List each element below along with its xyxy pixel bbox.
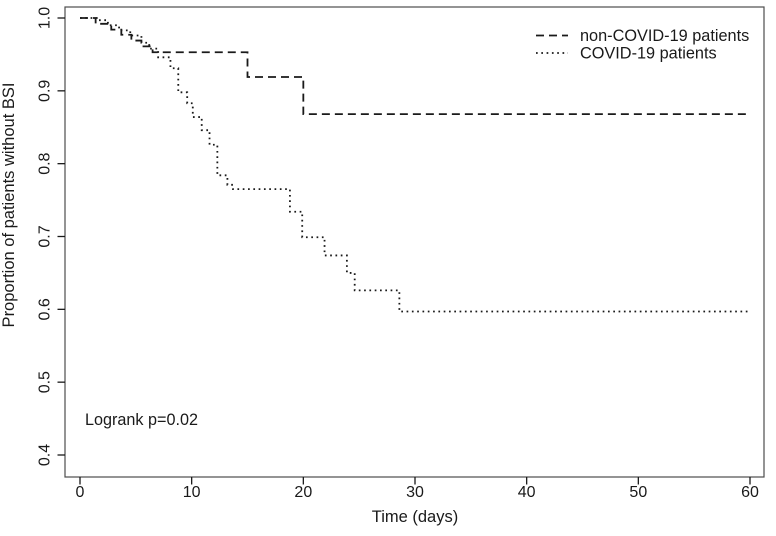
y-axis-title: Proportion of patients without BSI <box>0 83 18 328</box>
x-axis: 0 10 20 30 40 50 60 <box>76 477 759 501</box>
y-axis: 1.0 0.9 0.8 0.7 0.6 0.5 0.4 <box>37 7 65 466</box>
logrank-annotation: Logrank p=0.02 <box>85 411 198 429</box>
plot-border <box>64 6 765 478</box>
legend: non-COVID-19 patients COVID-19 patients <box>536 27 749 63</box>
y-tick-label: 0.8 <box>37 152 54 174</box>
legend-label-covid: COVID-19 patients <box>580 45 717 63</box>
x-tick-label: 0 <box>76 484 85 501</box>
x-tick-label: 60 <box>741 484 759 501</box>
y-tick-label: 0.7 <box>37 225 54 247</box>
non-covid-19-patients-curve <box>80 17 750 116</box>
legend-label-non-covid: non-COVID-19 patients <box>580 27 749 45</box>
y-tick-label: 0.5 <box>37 371 54 393</box>
y-tick-label: 1.0 <box>37 7 54 29</box>
y-tick-label: 0.4 <box>37 444 54 466</box>
x-tick-label: 50 <box>629 484 647 501</box>
y-tick-label: 0.9 <box>37 80 54 102</box>
x-tick-label: 20 <box>294 484 312 501</box>
y-tick-label: 0.6 <box>37 298 54 320</box>
x-tick-label: 40 <box>518 484 536 501</box>
survival-curves <box>80 17 750 313</box>
x-tick-label: 10 <box>183 484 201 501</box>
covid-19-patients-curve <box>80 17 750 313</box>
x-axis-title: Time (days) <box>372 508 458 526</box>
x-tick-label: 30 <box>406 484 424 501</box>
